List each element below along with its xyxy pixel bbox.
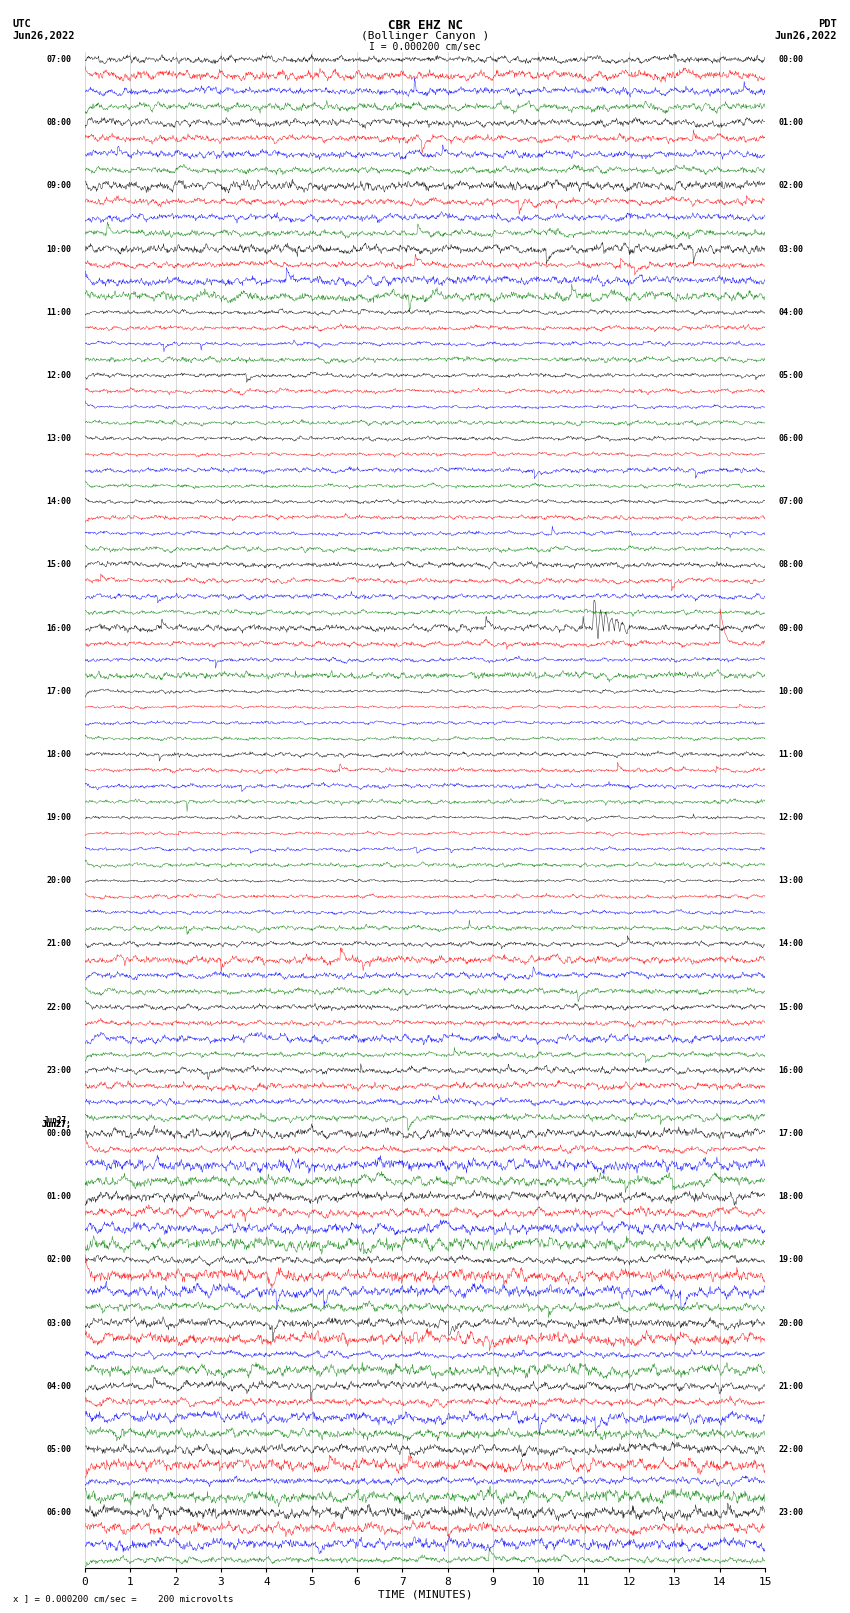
- Text: 12:00: 12:00: [47, 371, 71, 381]
- Text: 10:00: 10:00: [47, 245, 71, 253]
- Text: 10:00: 10:00: [779, 687, 803, 695]
- Text: 12:00: 12:00: [779, 813, 803, 823]
- Text: 21:00: 21:00: [779, 1382, 803, 1390]
- Text: 13:00: 13:00: [47, 434, 71, 444]
- Text: 11:00: 11:00: [47, 308, 71, 316]
- Text: 00:00: 00:00: [779, 55, 803, 65]
- Text: x ] = 0.000200 cm/sec =    200 microvolts: x ] = 0.000200 cm/sec = 200 microvolts: [13, 1594, 233, 1603]
- Text: 20:00: 20:00: [47, 876, 71, 886]
- Text: 22:00: 22:00: [779, 1445, 803, 1453]
- Text: 09:00: 09:00: [47, 181, 71, 190]
- Text: 03:00: 03:00: [47, 1318, 71, 1327]
- Text: 00:00: 00:00: [47, 1129, 71, 1139]
- Text: 18:00: 18:00: [779, 1192, 803, 1202]
- Text: I = 0.000200 cm/sec: I = 0.000200 cm/sec: [369, 42, 481, 52]
- Text: PDT: PDT: [819, 19, 837, 29]
- Text: Jun27,: Jun27,: [42, 1119, 71, 1129]
- Text: 19:00: 19:00: [47, 813, 71, 823]
- Text: UTC: UTC: [13, 19, 31, 29]
- Text: 11:00: 11:00: [779, 750, 803, 760]
- Text: CBR EHZ NC: CBR EHZ NC: [388, 19, 462, 32]
- Text: 07:00: 07:00: [779, 497, 803, 506]
- Text: 17:00: 17:00: [47, 687, 71, 695]
- Text: 15:00: 15:00: [47, 560, 71, 569]
- Text: 08:00: 08:00: [779, 560, 803, 569]
- Text: 16:00: 16:00: [47, 624, 71, 632]
- Text: 04:00: 04:00: [47, 1382, 71, 1390]
- Text: 07:00: 07:00: [47, 55, 71, 65]
- Text: 04:00: 04:00: [779, 308, 803, 316]
- Text: 19:00: 19:00: [779, 1255, 803, 1265]
- Text: (Bollinger Canyon ): (Bollinger Canyon ): [361, 31, 489, 40]
- Text: 06:00: 06:00: [47, 1508, 71, 1518]
- X-axis label: TIME (MINUTES): TIME (MINUTES): [377, 1590, 473, 1600]
- Text: 02:00: 02:00: [779, 181, 803, 190]
- Text: 22:00: 22:00: [47, 1003, 71, 1011]
- Text: Jun27,: Jun27,: [43, 1116, 71, 1124]
- Text: 13:00: 13:00: [779, 876, 803, 886]
- Text: 09:00: 09:00: [779, 624, 803, 632]
- Text: 23:00: 23:00: [779, 1508, 803, 1518]
- Text: 23:00: 23:00: [47, 1066, 71, 1074]
- Text: 21:00: 21:00: [47, 939, 71, 948]
- Text: 02:00: 02:00: [47, 1255, 71, 1265]
- Text: Jun27,: Jun27,: [42, 1119, 71, 1129]
- Text: 20:00: 20:00: [779, 1318, 803, 1327]
- Text: 05:00: 05:00: [779, 371, 803, 381]
- Text: 01:00: 01:00: [779, 118, 803, 127]
- Text: 16:00: 16:00: [779, 1066, 803, 1074]
- Text: 18:00: 18:00: [47, 750, 71, 760]
- Text: 14:00: 14:00: [47, 497, 71, 506]
- Text: 05:00: 05:00: [47, 1445, 71, 1453]
- Text: Jun26,2022: Jun26,2022: [774, 31, 837, 40]
- Text: 03:00: 03:00: [779, 245, 803, 253]
- Text: 15:00: 15:00: [779, 1003, 803, 1011]
- Text: 01:00: 01:00: [47, 1192, 71, 1202]
- Text: Jun26,2022: Jun26,2022: [13, 31, 76, 40]
- Text: 06:00: 06:00: [779, 434, 803, 444]
- Text: 17:00: 17:00: [779, 1129, 803, 1139]
- Text: 14:00: 14:00: [779, 939, 803, 948]
- Text: 08:00: 08:00: [47, 118, 71, 127]
